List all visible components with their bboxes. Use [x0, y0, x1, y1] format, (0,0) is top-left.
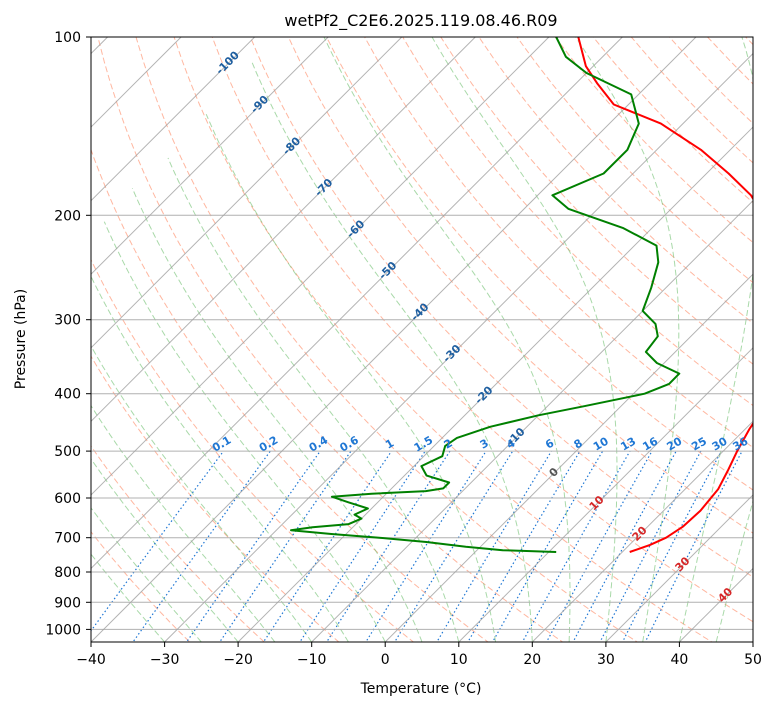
isotherm-line	[164, 52, 753, 642]
isotherm-line	[91, 37, 550, 496]
x-tick-label: 10	[450, 652, 468, 668]
x-tick-label: −10	[297, 652, 327, 668]
moist-adiabat	[131, 187, 423, 642]
y-tick-label: 100	[54, 30, 81, 46]
x-tick-label: 50	[744, 652, 762, 668]
dry-adiabat	[326, 37, 753, 491]
dewpoint-trace	[290, 37, 681, 553]
plot-area	[91, 37, 753, 642]
dry-adiabat	[91, 258, 415, 642]
dry-adiabat	[478, 37, 753, 324]
dry-adiabat	[364, 37, 753, 449]
moist-adiabat	[91, 553, 165, 642]
y-tick-label: 800	[54, 565, 81, 581]
moist-adiabat	[103, 221, 386, 642]
x-axis: −40 −30 −20 −10 0 10 20 30 40 50	[76, 642, 762, 668]
moist-adiabat	[91, 507, 202, 642]
dry-adiabat	[440, 37, 753, 365]
x-tick-label: −40	[76, 652, 106, 668]
x-axis-label: Temperature (°C)	[360, 681, 482, 697]
dry-adiabat	[91, 148, 489, 642]
isotherm-line	[91, 37, 256, 202]
x-tick-label: 20	[523, 652, 541, 668]
x-tick-label: −20	[223, 652, 253, 668]
isotherm-line	[384, 273, 753, 642]
y-tick-label: 200	[54, 208, 81, 224]
x-tick-label: 40	[670, 652, 688, 668]
dry-adiabat	[91, 531, 191, 642]
moist-adiabat	[575, 37, 680, 642]
dry-adiabat	[91, 355, 340, 642]
moist-adiabat	[323, 37, 571, 642]
x-tick-label: −30	[150, 652, 180, 668]
x-tick-label: 0	[381, 652, 390, 668]
isotherm-line	[531, 420, 753, 642]
moist-adiabat	[251, 61, 533, 642]
isobar-grid	[91, 37, 753, 630]
y-tick-label: 500	[54, 444, 81, 460]
y-tick-label: 600	[54, 491, 81, 507]
isotherm-line	[91, 37, 476, 423]
moist-adiabat	[678, 37, 753, 642]
isotherm-line	[605, 494, 753, 642]
x-tick-label: 30	[597, 652, 615, 668]
isotherm-line	[91, 37, 403, 349]
y-tick-label: 900	[54, 595, 81, 611]
moist-adiabat	[205, 114, 497, 642]
sounding-traces	[290, 37, 753, 553]
y-axis-label: Pressure (hPa)	[13, 289, 29, 389]
isotherm-line	[91, 37, 329, 275]
y-tick-label: 300	[54, 313, 81, 329]
y-tick-label: 1000	[45, 622, 81, 638]
moist-adiabat	[91, 457, 239, 642]
isotherm-line	[458, 347, 753, 642]
isotherm-line	[91, 37, 697, 642]
chart-title: wetPf2_C2E6.2025.119.08.46.R09	[284, 11, 557, 31]
isotherm-line	[91, 37, 623, 570]
y-axis: 100 200 300 400 500 600 700 800 900 1000	[45, 30, 91, 638]
y-tick-label: 400	[54, 387, 81, 403]
moist-adiabat	[431, 37, 618, 642]
y-tick-label: 700	[54, 531, 81, 547]
plot-frame	[90, 36, 754, 643]
isotherm-line	[237, 126, 753, 642]
dry-adiabat	[97, 37, 564, 642]
moist-adiabat	[91, 404, 276, 642]
temperature-trace	[577, 37, 753, 553]
dry-adiabat	[135, 37, 639, 642]
moist-adiabat	[91, 275, 349, 642]
moist-adiabat	[91, 345, 313, 642]
